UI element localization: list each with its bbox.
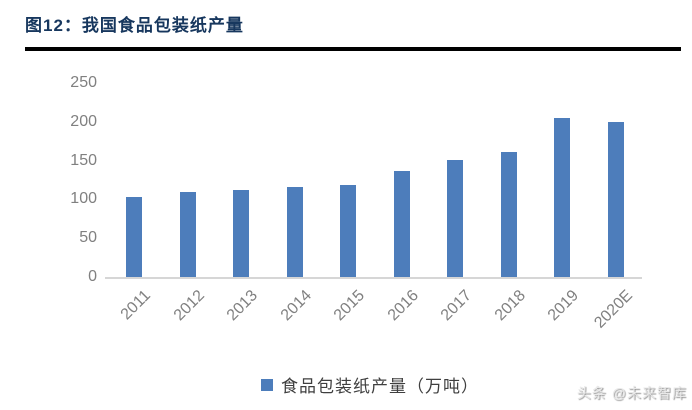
bar-2016 [393,171,410,277]
title-rule [25,47,681,51]
bar-2020E [608,121,624,277]
bar-2013 [233,190,250,277]
x-axis-tick-label: 2011 [117,287,155,324]
x-axis-tick-label: 2020E [591,287,637,332]
bar-2018 [500,152,517,277]
y-axis-tick-label: 100 [70,190,97,208]
bar-2019 [554,117,571,277]
x-axis-tick-label: 2016 [384,287,422,325]
watermark: 头条 @未来智库 [576,385,687,401]
y-axis-tick-label: 50 [79,229,97,247]
x-axis-tick-label: 2014 [277,287,315,325]
x-axis-tick-label: 2018 [491,287,529,325]
figure-title: 图12：我国食品包装纸产量 [25,16,244,35]
bar-2017 [447,159,464,277]
bar-2014 [286,186,303,277]
x-axis-tick-label: 2017 [438,287,476,325]
x-axis-tick-label: 2015 [331,287,369,325]
legend-label: 食品包装纸产量（万吨） [281,377,479,396]
chart-area: 0 50 100 150 200 250 2011 2012 2013 2014 2015 2016 2… [70,74,642,332]
legend: 食品包装纸产量（万吨） [0,372,692,397]
y-axis-tick-label: 250 [70,74,97,91]
legend-marker-swatch [261,378,273,391]
x-axis-tick-label: 2019 [545,287,583,325]
y-axis-tick-label: 0 [88,268,97,285]
bar-2015 [340,184,357,277]
x-axis-tick-label: 2012 [170,287,208,325]
x-axis-tick-label: 2013 [223,287,262,325]
bar-2012 [179,192,196,277]
y-axis-tick-label: 200 [70,112,97,130]
y-axis-tick-label: 150 [70,151,97,169]
x-axis-line [105,277,642,279]
bar-2011 [126,197,142,277]
